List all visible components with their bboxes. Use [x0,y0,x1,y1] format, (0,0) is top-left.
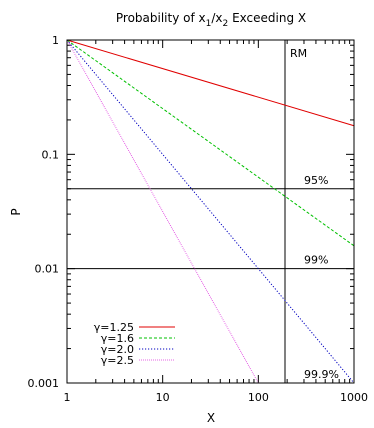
chart-title-sub2: 2 [223,19,229,29]
series-layer [66,39,355,384]
reference-lines-layer: 95% 99% 99.9% RM [67,40,354,383]
reference-line-label: 95% [304,174,328,187]
series-line [66,39,355,384]
series-line [66,39,355,247]
y-tick-label: 0.01 [35,263,60,276]
reference-line-label: RM [290,47,307,60]
legend-label: γ=1.6 [101,332,134,345]
legend: γ=1.25γ=1.6γ=2.0γ=2.5 [94,321,175,367]
chart-title-end: Exceeding X [228,11,306,25]
y-axis-label: P [9,208,23,215]
legend-label: γ=1.25 [94,321,134,334]
reference-line-label: 99% [304,254,328,267]
legend-label: γ=2.0 [101,343,134,356]
ticks-layer: 1 10 100 1000 1 0.1 0.01 0.001 [28,34,369,404]
plot-area: 1 10 100 1000 1 0.1 0.01 0.001 95% 99% 99.9% RM [28,34,369,404]
chart-title-main: Probability of x [116,11,206,25]
y-tick-label: 1 [52,34,59,47]
legend-label: γ=2.5 [101,354,134,367]
chart-title: Probability of x1/x2 Exceeding X [116,11,306,29]
x-tick-label: 10 [156,391,170,404]
reference-line-label: 99.9% [304,368,339,381]
plot-frame [66,39,355,384]
chart-title-sub1: 1 [206,19,212,29]
x-tick-label: 1000 [340,391,368,404]
y-tick-label: 0.1 [42,148,60,161]
series-line [66,39,355,127]
x-tick-label: 100 [248,391,269,404]
chart-title-mid: /x [211,11,222,25]
x-axis-label: X [207,411,215,425]
x-tick-label: 1 [64,391,71,404]
series-line [66,39,259,384]
y-tick-label: 0.001 [28,377,60,390]
